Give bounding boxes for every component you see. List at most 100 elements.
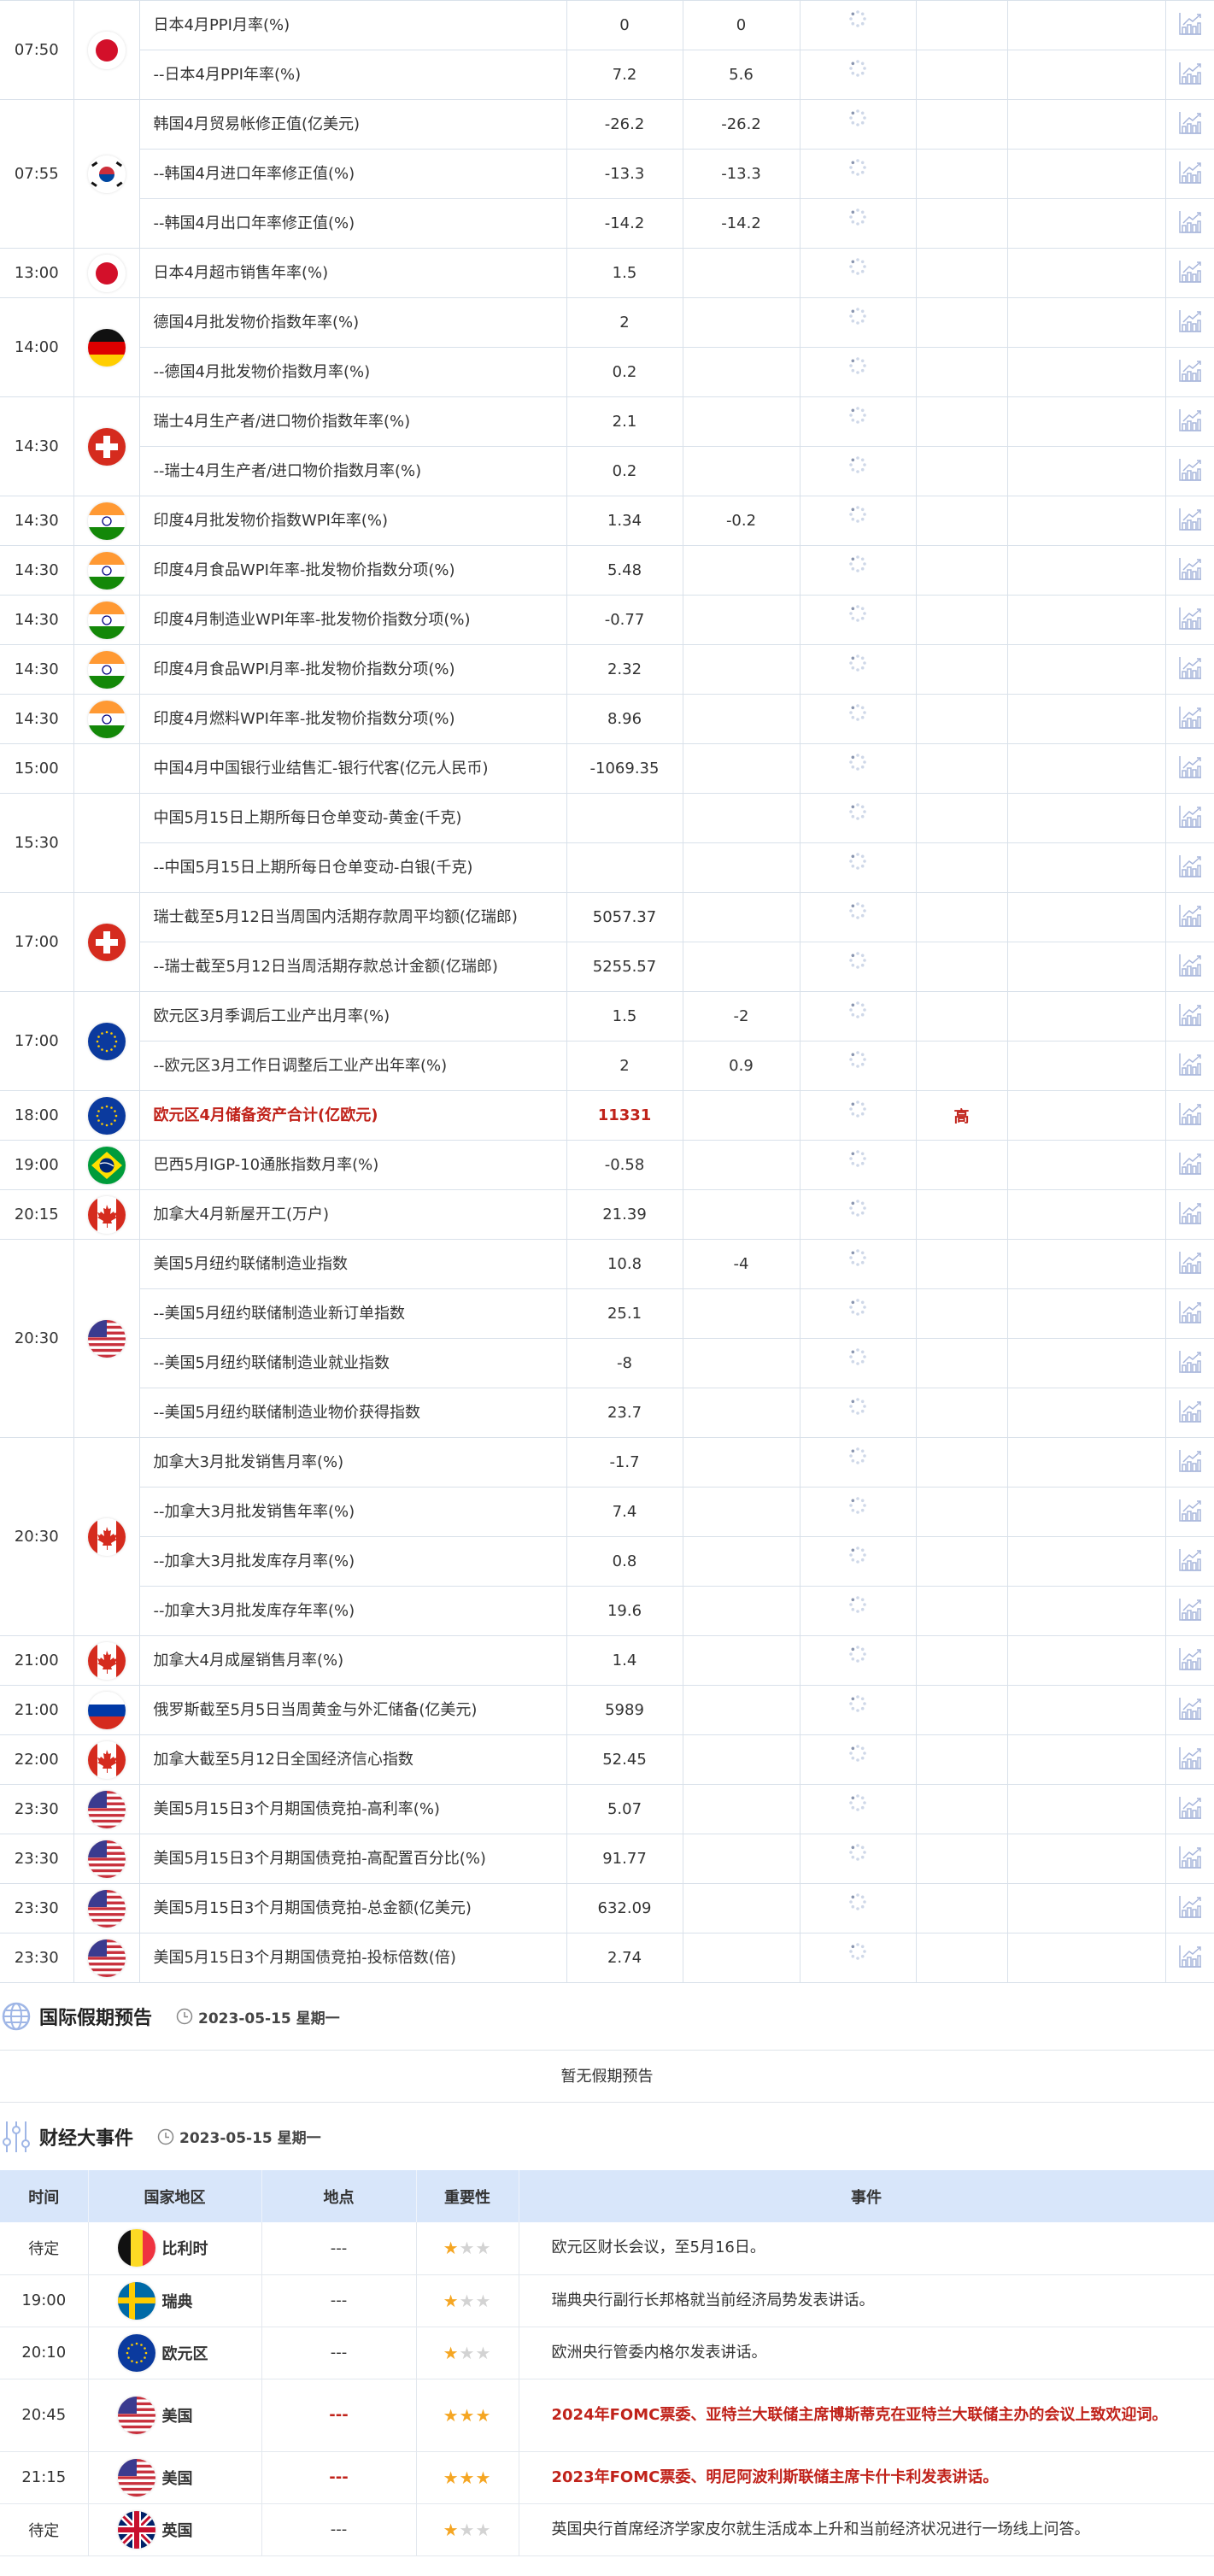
chart-cell[interactable]	[1164, 793, 1214, 843]
chart-cell[interactable]	[1164, 0, 1214, 50]
indicator-name[interactable]: 美国5月纽约联储制造业指数	[138, 1239, 567, 1289]
indicator-name[interactable]: 中国5月15日上期所每日仓单变动-黄金(千克)	[138, 793, 567, 843]
chart-cell[interactable]	[1164, 1388, 1214, 1438]
indicator-name[interactable]: --美国5月纽约联储制造业新订单指数	[139, 1288, 567, 1339]
indicator-name[interactable]: 美国5月15日3个月期国债竞拍-投标倍数(倍)	[138, 1933, 567, 1983]
chart-icon[interactable]	[1177, 308, 1203, 333]
event-description[interactable]: 欧洲央行管委内格尔发表讲话。	[519, 2327, 1214, 2379]
chart-cell[interactable]	[1164, 1734, 1214, 1785]
indicator-name[interactable]: --日本4月PPI年率(%)	[139, 50, 567, 100]
chart-icon[interactable]	[1177, 1497, 1203, 1523]
chart-icon[interactable]	[1177, 853, 1203, 878]
indicator-name[interactable]: 美国5月15日3个月期国债竞拍-高配置百分比(%)	[138, 1834, 567, 1884]
chart-icon[interactable]	[1177, 754, 1203, 779]
chart-cell[interactable]	[1164, 446, 1214, 496]
chart-cell[interactable]	[1164, 198, 1214, 249]
chart-cell[interactable]	[1164, 297, 1214, 348]
chart-icon[interactable]	[1177, 952, 1203, 977]
chart-cell[interactable]	[1164, 396, 1214, 447]
indicator-name[interactable]: 日本4月PPI月率(%)	[138, 0, 567, 50]
chart-icon[interactable]	[1177, 902, 1203, 928]
event-description[interactable]: 欧元区财长会议，至5月16日。	[519, 2222, 1214, 2275]
event-description[interactable]: 瑞典央行副行长邦格就当前经济局势发表讲话。	[519, 2274, 1214, 2327]
chart-icon[interactable]	[1177, 1200, 1203, 1225]
chart-icon[interactable]	[1177, 605, 1203, 631]
chart-icon[interactable]	[1177, 1447, 1203, 1473]
chart-cell[interactable]	[1164, 991, 1214, 1042]
chart-icon[interactable]	[1177, 1546, 1203, 1572]
chart-cell[interactable]	[1164, 1834, 1214, 1884]
chart-icon[interactable]	[1177, 1893, 1203, 1919]
chart-cell[interactable]	[1164, 1635, 1214, 1686]
indicator-name[interactable]: --瑞士截至5月12日当周活期存款总计金额(亿瑞郎)	[139, 942, 567, 992]
indicator-name[interactable]: 美国5月15日3个月期国债竞拍-总金额(亿美元)	[138, 1883, 567, 1933]
chart-icon[interactable]	[1177, 1100, 1203, 1126]
chart-cell[interactable]	[1164, 842, 1214, 893]
indicator-name[interactable]: --加拿大3月批发销售年率(%)	[139, 1487, 567, 1537]
indicator-name[interactable]: 加拿大4月成屋销售月率(%)	[138, 1635, 567, 1686]
indicator-name[interactable]: --韩国4月进口年率修正值(%)	[139, 149, 567, 199]
chart-cell[interactable]	[1164, 1933, 1214, 1983]
indicator-name[interactable]: --美国5月纽约联储制造业物价获得指数	[139, 1388, 567, 1438]
chart-icon[interactable]	[1177, 1249, 1203, 1275]
chart-cell[interactable]	[1164, 545, 1214, 596]
chart-cell[interactable]	[1164, 743, 1214, 794]
event-description[interactable]: 英国央行首席经济学家皮尔就生活成本上升和当前经济状况进行一场线上问答。	[519, 2503, 1214, 2556]
chart-icon[interactable]	[1177, 456, 1203, 482]
chart-cell[interactable]	[1164, 644, 1214, 695]
indicator-name[interactable]: 加拿大3月批发销售月率(%)	[138, 1437, 567, 1488]
chart-icon[interactable]	[1177, 60, 1203, 85]
chart-cell[interactable]	[1164, 1338, 1214, 1388]
chart-cell[interactable]	[1164, 149, 1214, 199]
chart-icon[interactable]	[1177, 258, 1203, 284]
chart-cell[interactable]	[1164, 942, 1214, 992]
indicator-name[interactable]: 印度4月制造业WPI年率-批发物价指数分项(%)	[138, 595, 567, 645]
indicator-name[interactable]: 中国4月中国银行业结售汇-银行代客(亿元人民币)	[138, 743, 567, 794]
chart-cell[interactable]	[1164, 1784, 1214, 1834]
chart-icon[interactable]	[1177, 1695, 1203, 1721]
chart-icon[interactable]	[1177, 1646, 1203, 1671]
indicator-name[interactable]: 加拿大截至5月12日全国经济信心指数	[138, 1734, 567, 1785]
chart-icon[interactable]	[1177, 1745, 1203, 1770]
indicator-name[interactable]: 德国4月批发物价指数年率(%)	[138, 297, 567, 348]
indicator-name[interactable]: 印度4月食品WPI年率-批发物价指数分项(%)	[138, 545, 567, 596]
chart-cell[interactable]	[1164, 1288, 1214, 1339]
indicator-name[interactable]: 加拿大4月新屋开工(万户)	[138, 1189, 567, 1240]
chart-icon[interactable]	[1177, 1794, 1203, 1820]
chart-cell[interactable]	[1164, 1189, 1214, 1240]
chart-cell[interactable]	[1164, 347, 1214, 397]
chart-icon[interactable]	[1177, 1001, 1203, 1027]
indicator-name[interactable]: --美国5月纽约联储制造业就业指数	[139, 1338, 567, 1388]
indicator-name[interactable]: 瑞士4月生产者/进口物价指数年率(%)	[138, 396, 567, 447]
indicator-name[interactable]: --瑞士4月生产者/进口物价指数月率(%)	[139, 446, 567, 496]
chart-icon[interactable]	[1177, 1348, 1203, 1374]
indicator-name[interactable]: --德国4月批发物价指数月率(%)	[139, 347, 567, 397]
chart-cell[interactable]	[1164, 1883, 1214, 1933]
indicator-name[interactable]: 俄罗斯截至5月5日当周黄金与外汇储备(亿美元)	[138, 1685, 567, 1735]
chart-cell[interactable]	[1164, 1090, 1214, 1141]
chart-cell[interactable]	[1164, 1239, 1214, 1289]
chart-cell[interactable]	[1164, 1437, 1214, 1488]
chart-icon[interactable]	[1177, 1398, 1203, 1423]
indicator-name[interactable]: 瑞士截至5月12日当周国内活期存款周平均额(亿瑞郎)	[138, 892, 567, 942]
chart-icon[interactable]	[1177, 1299, 1203, 1324]
indicator-name[interactable]: 美国5月15日3个月期国债竞拍-高利率(%)	[138, 1784, 567, 1834]
chart-icon[interactable]	[1177, 1051, 1203, 1077]
indicator-name[interactable]: 欧元区3月季调后工业产出月率(%)	[138, 991, 567, 1042]
event-description[interactable]: 2024年FOMC票委、亚特兰大联储主席博斯蒂克在亚特兰大联储主办的会议上致欢迎…	[519, 2379, 1214, 2452]
chart-cell[interactable]	[1164, 595, 1214, 645]
chart-icon[interactable]	[1177, 10, 1203, 36]
chart-icon[interactable]	[1177, 159, 1203, 185]
chart-icon[interactable]	[1177, 704, 1203, 730]
chart-icon[interactable]	[1177, 654, 1203, 680]
chart-icon[interactable]	[1177, 555, 1203, 581]
indicator-name[interactable]: 印度4月批发物价指数WPI年率(%)	[138, 496, 567, 546]
indicator-name[interactable]: --中国5月15日上期所每日仓单变动-白银(千克)	[139, 842, 567, 893]
chart-icon[interactable]	[1177, 208, 1203, 234]
indicator-name[interactable]: 印度4月食品WPI月率-批发物价指数分项(%)	[138, 644, 567, 695]
event-description[interactable]: 2023年FOMC票委、明尼阿波利斯联储主席卡什卡利发表讲话。	[519, 2451, 1214, 2504]
chart-icon[interactable]	[1177, 357, 1203, 383]
chart-cell[interactable]	[1164, 892, 1214, 942]
chart-cell[interactable]	[1164, 496, 1214, 546]
chart-cell[interactable]	[1164, 1487, 1214, 1537]
